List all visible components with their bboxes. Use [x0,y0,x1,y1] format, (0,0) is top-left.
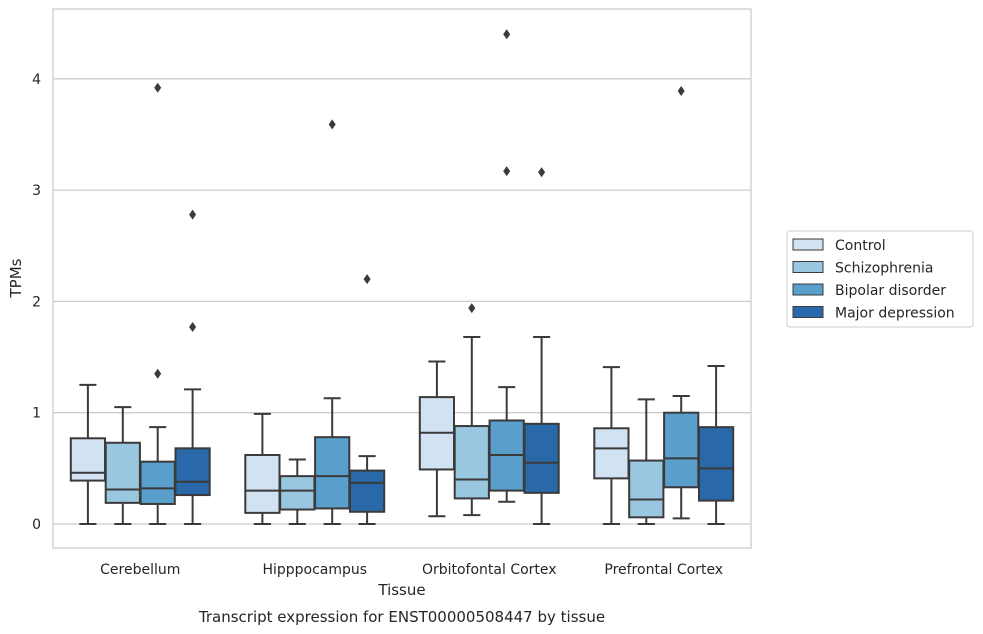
outlier-point [503,166,511,177]
legend-swatch [792,283,824,296]
box-schizophrenia-1 [279,458,316,525]
y-tick-label: 0 [32,517,41,533]
box-iqr [453,425,490,500]
outlier-point [468,303,476,314]
y-tick-label: 2 [32,294,41,310]
box-major-depression-3 [697,364,735,525]
y-tick-label: 4 [32,72,41,88]
box-iqr [523,422,560,494]
box-schizophrenia-0 [104,406,141,525]
box-major-depression-0 [174,209,211,525]
outlier-point [503,29,511,40]
box-iqr [663,411,700,489]
box-iqr [174,447,211,497]
box-bipolar-disorder-2 [488,29,525,503]
x-tick-label: Hipppocampus [262,562,367,578]
outlier-point [189,321,197,332]
x-tick-labels: Cerebellum Hipppocampus Orbitofontal Corte… [100,562,723,578]
outlier-point [363,274,371,285]
legend-label: Control [835,238,886,254]
legend-swatch [792,306,824,318]
x-tick-label: Orbitofontal Cortex [422,562,557,578]
box-iqr [348,469,386,513]
box-iqr [628,459,665,519]
x-tick-label: Prefrontal Cortex [604,562,723,578]
outlier-point [328,119,336,130]
box-iqr [244,453,281,514]
x-axis-title: Tissue [377,581,425,599]
y-axis-title: TPMs [7,258,25,298]
box-control-1 [244,412,281,525]
box-control-0 [69,383,107,525]
outlier-point [677,86,685,97]
chart-caption: Transcript expression for ENST0000050844… [198,608,605,626]
box-major-depression-1 [348,274,386,525]
legend-label: Schizophrenia [835,261,933,277]
y-tick-label: 1 [32,406,41,422]
outlier-point [154,82,162,93]
box-bipolar-disorder-1 [314,119,351,525]
legend-label: Bipolar disorder [835,283,946,299]
outlier-point [154,368,162,379]
outlier-point [538,167,546,178]
box-control-2 [418,360,456,518]
legend-swatch [792,261,824,273]
box-bipolar-disorder-0 [139,82,176,525]
box-control-3 [593,366,630,525]
box-series-group [69,29,735,525]
box-iqr [593,427,630,480]
y-tick-label: 3 [32,183,41,199]
box-iqr [69,437,107,482]
box-bipolar-disorder-3 [663,86,700,520]
plot-area-frame [52,8,752,549]
box-schizophrenia-2 [453,303,490,517]
legend-swatch [792,238,824,251]
box-iqr [314,436,351,510]
box-schizophrenia-3 [628,398,665,525]
box-major-depression-2 [523,167,560,525]
legend-frame [786,230,974,328]
y-tick-labels: 0 1 2 3 4 [32,72,41,533]
y-gridlines [53,78,751,525]
box-iqr [139,460,176,505]
box-iqr [279,475,316,511]
outlier-point [189,209,197,220]
legend-label: Major depression [835,306,955,322]
box-iqr [697,426,735,502]
box-iqr [104,441,141,504]
x-tick-label: Cerebellum [100,562,180,578]
legend: Control Schizophrenia Bipolar disorder Majo… [786,230,974,328]
